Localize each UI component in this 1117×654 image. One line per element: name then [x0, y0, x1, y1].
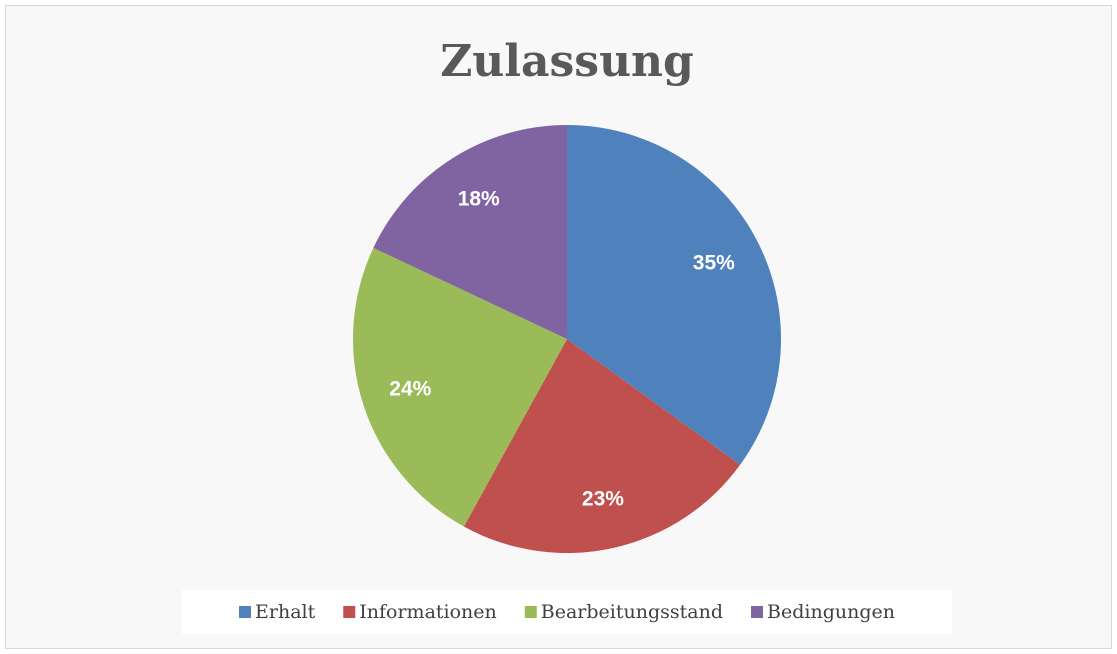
- data-label: 18%: [458, 187, 500, 210]
- pie-slice: [463, 339, 741, 553]
- legend-label: Informationen: [359, 601, 497, 623]
- pie-slice: [373, 125, 567, 339]
- legend-swatch: [524, 606, 537, 618]
- legend-box: [182, 590, 952, 634]
- legend-swatch: [239, 606, 252, 618]
- pie-slice: [567, 125, 781, 465]
- legend-swatch: [343, 606, 356, 618]
- legend-label: Bedingungen: [767, 601, 895, 623]
- data-label: 23%: [582, 487, 624, 510]
- pie-slice: [353, 247, 567, 527]
- data-label: 35%: [693, 252, 735, 275]
- legend-swatch: [751, 606, 764, 618]
- data-label: 24%: [389, 377, 431, 400]
- legend-label: Erhalt: [255, 601, 316, 623]
- chart-title: Zulassung: [440, 36, 694, 87]
- legend-label: Bearbeitungsstand: [541, 601, 723, 623]
